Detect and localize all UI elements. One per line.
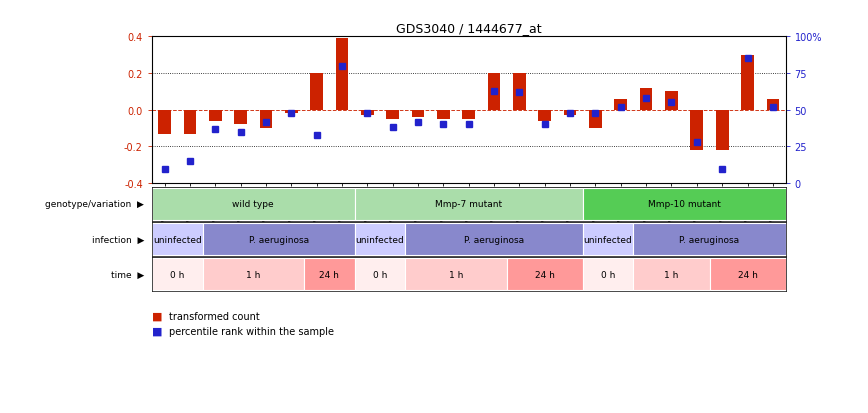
Bar xyxy=(260,110,273,129)
Text: percentile rank within the sample: percentile rank within the sample xyxy=(169,326,334,336)
Text: 24 h: 24 h xyxy=(738,270,758,279)
Bar xyxy=(152,223,202,256)
Bar xyxy=(507,259,582,291)
Text: genotype/variation  ▶: genotype/variation ▶ xyxy=(45,200,144,209)
Bar xyxy=(355,223,405,256)
Text: transformed count: transformed count xyxy=(169,311,260,321)
Bar xyxy=(741,55,754,110)
Bar xyxy=(202,259,304,291)
Bar xyxy=(488,74,500,110)
Bar xyxy=(411,110,424,118)
Bar xyxy=(582,259,634,291)
Bar xyxy=(405,259,507,291)
Bar xyxy=(304,259,355,291)
Text: P. aeruginosa: P. aeruginosa xyxy=(248,235,309,244)
Bar xyxy=(640,88,653,110)
Text: 1 h: 1 h xyxy=(247,270,260,279)
Text: 1 h: 1 h xyxy=(449,270,464,279)
Bar xyxy=(158,110,171,134)
Text: 24 h: 24 h xyxy=(319,270,339,279)
Bar xyxy=(152,259,202,291)
Text: uninfected: uninfected xyxy=(584,235,633,244)
Text: uninfected: uninfected xyxy=(356,235,404,244)
Bar xyxy=(463,110,475,120)
Bar xyxy=(355,259,405,291)
Text: P. aeruginosa: P. aeruginosa xyxy=(680,235,740,244)
Bar xyxy=(209,110,221,121)
Text: time  ▶: time ▶ xyxy=(111,270,144,279)
Bar xyxy=(665,92,678,110)
Bar xyxy=(234,110,247,125)
Bar xyxy=(615,100,628,110)
Text: ■: ■ xyxy=(152,311,162,321)
Bar xyxy=(691,110,703,151)
Bar xyxy=(709,259,786,291)
Text: ■: ■ xyxy=(152,326,162,336)
Bar xyxy=(202,223,355,256)
Bar xyxy=(634,223,786,256)
Bar xyxy=(716,110,728,151)
Bar xyxy=(355,188,582,221)
Text: Mmp-10 mutant: Mmp-10 mutant xyxy=(648,200,720,209)
Bar xyxy=(634,259,709,291)
Bar xyxy=(386,110,399,120)
Title: GDS3040 / 1444677_at: GDS3040 / 1444677_at xyxy=(396,21,542,35)
Text: P. aeruginosa: P. aeruginosa xyxy=(464,235,524,244)
Text: Mmp-7 mutant: Mmp-7 mutant xyxy=(435,200,503,209)
Bar xyxy=(311,74,323,110)
Text: 1 h: 1 h xyxy=(664,270,679,279)
Bar xyxy=(361,110,374,116)
Text: uninfected: uninfected xyxy=(153,235,201,244)
Bar xyxy=(766,100,779,110)
Bar xyxy=(582,188,786,221)
Bar xyxy=(513,74,526,110)
Bar xyxy=(582,223,634,256)
Bar xyxy=(564,110,576,116)
Bar xyxy=(152,188,355,221)
Text: infection  ▶: infection ▶ xyxy=(92,235,144,244)
Text: 0 h: 0 h xyxy=(373,270,387,279)
Bar xyxy=(405,223,582,256)
Bar xyxy=(183,110,196,134)
Bar xyxy=(437,110,450,120)
Text: wild type: wild type xyxy=(233,200,274,209)
Bar xyxy=(538,110,551,121)
Text: 0 h: 0 h xyxy=(170,270,184,279)
Bar xyxy=(285,110,298,114)
Bar xyxy=(336,39,348,110)
Text: 24 h: 24 h xyxy=(535,270,555,279)
Bar xyxy=(589,110,602,129)
Text: 0 h: 0 h xyxy=(601,270,615,279)
